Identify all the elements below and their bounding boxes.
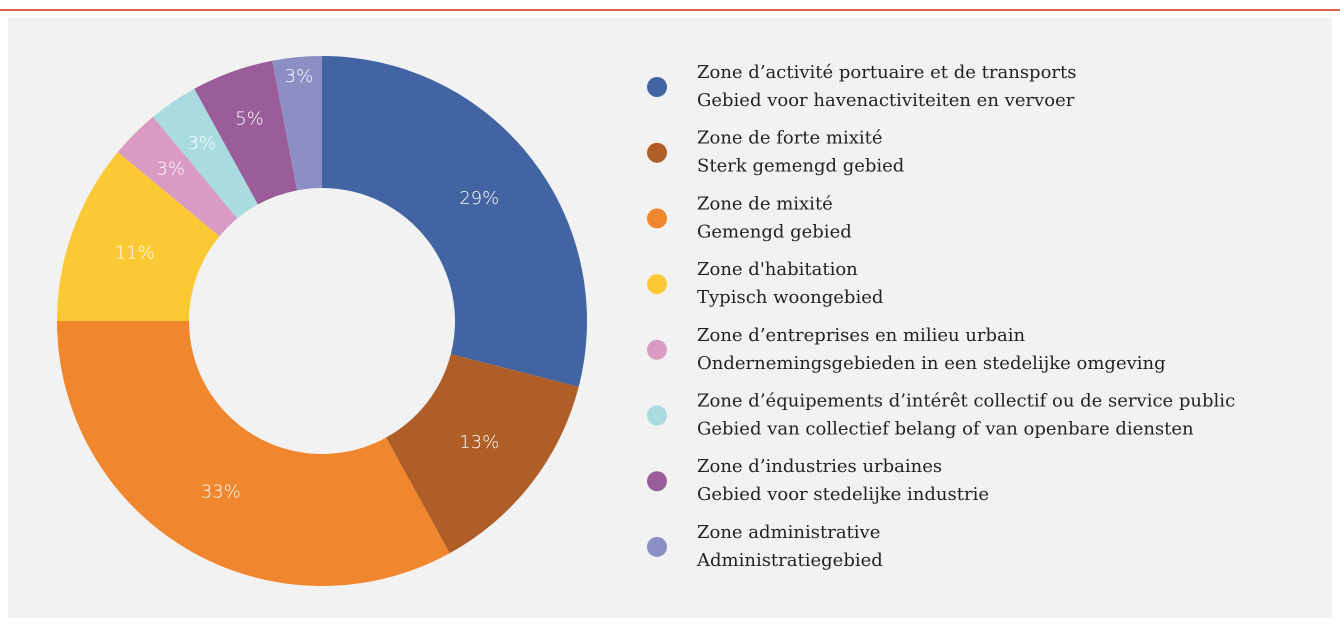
legend-swatch — [647, 208, 667, 229]
legend-label: Gebied voor havenactiviteiten en vervoer — [697, 90, 1075, 111]
legend-label: Zone d’activité portuaire et de transpor… — [697, 62, 1077, 83]
legend-label: Gemengd gebied — [697, 221, 852, 242]
legend-label: Zone d'habitation — [697, 259, 858, 280]
legend-label: Zone administrative — [697, 522, 880, 543]
legend-label: Sterk gemengd gebied — [697, 156, 904, 177]
legend-label: Ondernemingsgebieden in een stedelijke o… — [697, 353, 1166, 374]
legend-swatch — [647, 274, 667, 295]
slice — [153, 88, 258, 219]
legend-label: Zone d’industries urbaines — [697, 456, 942, 477]
legend-swatch — [647, 536, 667, 557]
value-label: 3% — [156, 159, 185, 180]
slice — [322, 56, 587, 387]
legend-swatch — [647, 339, 667, 360]
legend-swatch — [647, 405, 667, 426]
legend-label: Administratiegebied — [696, 550, 883, 571]
legend-label: Zone d’entreprises en milieu urbain — [697, 325, 1026, 346]
legend-swatch — [647, 142, 667, 163]
value-label: 3% — [187, 133, 216, 154]
legend-swatch — [647, 471, 667, 492]
slice — [386, 354, 579, 554]
value-label: 11% — [115, 243, 155, 264]
value-label: 29% — [459, 188, 499, 209]
legend-label: Gebied van collectief belang of van open… — [697, 419, 1194, 440]
value-label: 3% — [285, 66, 314, 87]
slice — [117, 116, 238, 237]
value-label: 13% — [459, 432, 499, 453]
legend-label: Zone de forte mixité — [697, 128, 883, 149]
value-label: 5% — [235, 109, 264, 130]
value-label: 33% — [201, 481, 241, 502]
legend-label: Typisch woongebied — [697, 287, 883, 308]
legend-label: Zone de mixité — [697, 193, 833, 214]
slice — [57, 321, 450, 587]
legend-label: Zone d’équipements d’intérêt collectif o… — [697, 391, 1235, 412]
slice — [272, 56, 322, 191]
legend-label: Gebied voor stedelijke industrie — [697, 484, 989, 505]
legend-swatch — [647, 77, 667, 97]
slice — [194, 60, 298, 205]
slice — [57, 152, 220, 321]
